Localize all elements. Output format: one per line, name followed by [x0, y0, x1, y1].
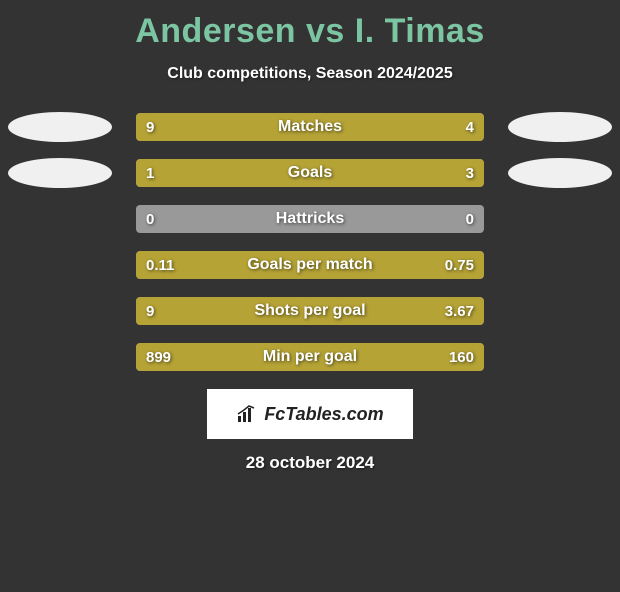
bar-right [216, 159, 484, 187]
logo-box: FcTables.com [207, 389, 413, 439]
bar-left [136, 343, 432, 371]
value-left: 1 [146, 159, 154, 187]
bar-track: 899160Min per goal [136, 343, 484, 371]
stat-label: Hattricks [136, 205, 484, 233]
value-right: 0.75 [445, 251, 474, 279]
value-left: 0.11 [146, 251, 174, 279]
value-left: 0 [146, 205, 154, 233]
value-right: 4 [466, 113, 474, 141]
bar-track: 94Matches [136, 113, 484, 141]
comparison-chart: 94Matches13Goals00Hattricks0.110.75Goals… [0, 113, 620, 371]
stat-row: 899160Min per goal [0, 343, 620, 371]
player-badge-right [508, 112, 612, 142]
bar-left [136, 113, 366, 141]
stat-row: 0.110.75Goals per match [0, 251, 620, 279]
stat-row: 94Matches [0, 113, 620, 141]
bar-track: 0 0Hattricks [136, 205, 484, 233]
value-right: 3.67 [445, 297, 474, 325]
player-badge-right [508, 158, 612, 188]
bar-right [178, 251, 484, 279]
value-right: 3 [466, 159, 474, 187]
stat-row: 0 0Hattricks [0, 205, 620, 233]
stat-row: 93.67Shots per goal [0, 297, 620, 325]
bar-track: 93.67Shots per goal [136, 297, 484, 325]
bar-track: 13Goals [136, 159, 484, 187]
value-left: 899 [146, 343, 171, 371]
date-text: 28 october 2024 [0, 453, 620, 473]
bar-track: 0.110.75Goals per match [136, 251, 484, 279]
logo-text: FcTables.com [264, 404, 383, 425]
stat-row: 13Goals [0, 159, 620, 187]
bar-left [136, 297, 383, 325]
player-badge-left [8, 112, 112, 142]
chart-icon [236, 404, 258, 424]
value-right: 160 [449, 343, 474, 371]
page-title: Andersen vs I. Timas [0, 12, 620, 51]
value-left: 9 [146, 297, 154, 325]
value-right: 0 [466, 205, 474, 233]
value-left: 9 [146, 113, 154, 141]
subtitle: Club competitions, Season 2024/2025 [0, 65, 620, 83]
player-badge-left [8, 158, 112, 188]
